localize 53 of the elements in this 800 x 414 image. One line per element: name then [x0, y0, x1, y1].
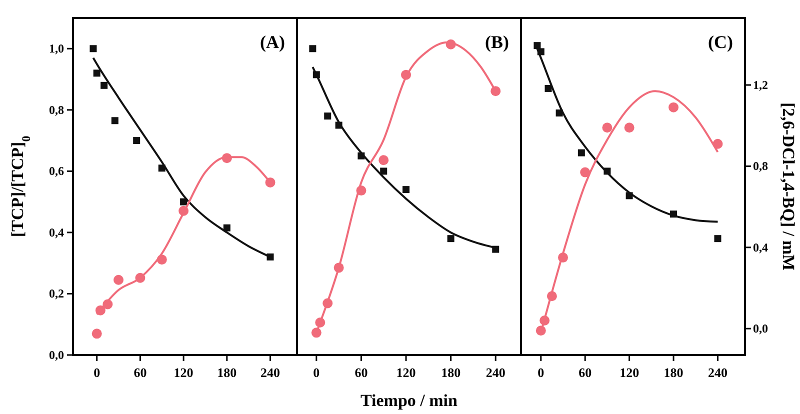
y-tick-label: 0,0: [49, 348, 64, 362]
y-tick-label: 1,0: [49, 42, 64, 56]
x-axis-title: Tiempo / min: [360, 391, 458, 410]
y-tick-label: 0,6: [49, 164, 64, 178]
x-tick-label: 0: [94, 365, 100, 380]
y-tick-label: 0,2: [49, 286, 64, 301]
point: [309, 45, 316, 52]
x-tick-label: 120: [174, 365, 194, 380]
point: [447, 235, 454, 242]
y-tick-label: 0,8: [49, 102, 64, 117]
y2-tick-label: 0,4: [753, 240, 768, 254]
x-tick-label: 60: [578, 365, 592, 380]
point: [580, 167, 590, 178]
point: [602, 122, 612, 133]
point: [93, 70, 100, 77]
y2-tick-label: 0,0: [753, 322, 768, 336]
point: [380, 168, 388, 175]
y2-tick-label: 0,8: [753, 159, 768, 174]
point: [133, 137, 140, 144]
point: [544, 84, 552, 92]
x-tick-label: 240: [708, 365, 728, 380]
point: [534, 42, 541, 50]
point: [92, 328, 102, 339]
point: [668, 102, 679, 112]
point: [180, 198, 188, 206]
y-tick-label: 0,4: [49, 225, 64, 240]
point: [714, 235, 722, 242]
point: [378, 155, 389, 166]
text: (C): [708, 32, 733, 52]
point: [90, 45, 97, 52]
x-tick-label: 0: [313, 365, 320, 380]
point: [100, 82, 108, 89]
x-tick-label: 180: [664, 365, 684, 380]
x-tick-label: 180: [441, 365, 461, 380]
x-tick-label: 240: [486, 365, 506, 380]
x-tick-label: 240: [260, 365, 280, 380]
text: (B): [485, 32, 509, 52]
point: [402, 186, 410, 194]
point: [111, 117, 118, 124]
point: [223, 224, 230, 232]
text: (A): [260, 32, 285, 52]
x-tick-label: 120: [396, 365, 416, 380]
point: [114, 274, 124, 285]
x-tick-label: 120: [620, 365, 640, 380]
x-tick-label: 60: [354, 365, 368, 380]
point: [624, 122, 634, 133]
x-tick-label: 60: [134, 365, 147, 380]
point: [578, 149, 585, 156]
x-tick-label: 180: [217, 365, 237, 380]
x-tick-label: 0: [538, 365, 544, 380]
y2-tick-label: 1,2: [753, 78, 768, 92]
point: [324, 112, 332, 120]
y2-axis-title: [2,6-DCl-1,4-BQ] / mM: [779, 102, 798, 271]
